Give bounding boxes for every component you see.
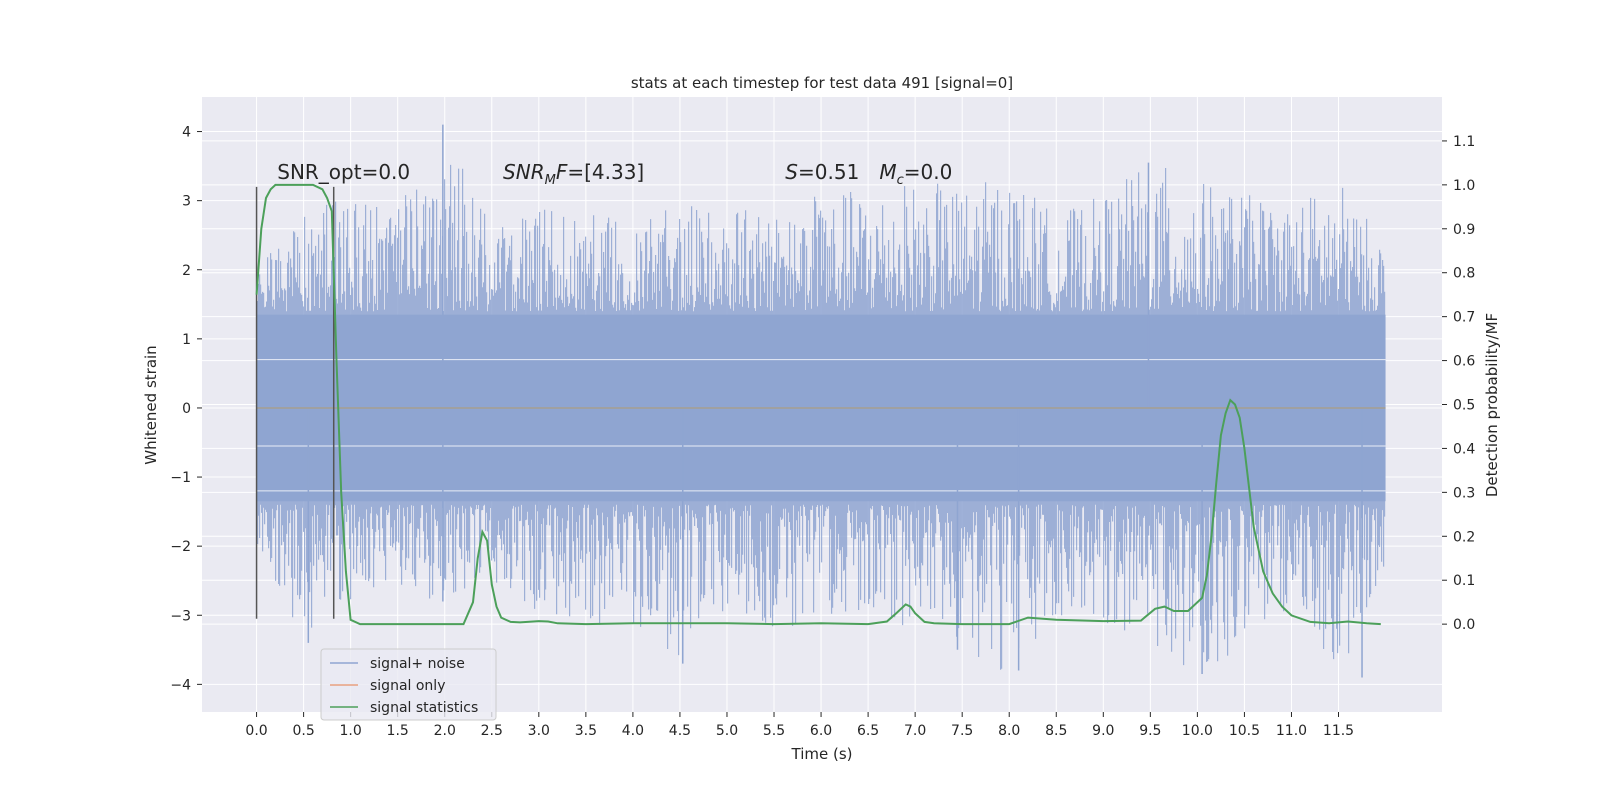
x-tick-label: 7.5 — [951, 723, 973, 739]
y-right-tick-label: 0.8 — [1453, 266, 1475, 282]
y-tick-label: 1 — [182, 332, 191, 348]
x-tick-label: 9.5 — [1139, 723, 1161, 739]
y-tick-label: −1 — [170, 470, 191, 486]
y-tick-label: 4 — [182, 125, 191, 141]
x-tick-label: 2.5 — [481, 723, 503, 739]
legend-label-signal-statistics: signal statistics — [370, 700, 478, 716]
x-tick-label: 1.0 — [340, 723, 362, 739]
legend-box — [320, 648, 497, 721]
annotation-s: S=0.51 — [785, 160, 859, 184]
y-right-axis-label: Detection probability/MF — [1483, 313, 1501, 497]
series-signal-statistics — [255, 183, 1381, 626]
x-tick-label: 5.5 — [763, 723, 785, 739]
x-tick-label: 2.0 — [434, 723, 456, 739]
y-right-tick-label: 1.1 — [1453, 134, 1475, 150]
x-tick-label: 3.0 — [528, 723, 550, 739]
y-right-tick-label: 0.4 — [1453, 441, 1475, 457]
annotation-snr-mf: SNRMF=[4.33] — [503, 160, 644, 188]
chart-title: stats at each timestep for test data 491… — [631, 74, 1013, 92]
x-tick-label: 0.0 — [245, 723, 267, 739]
y-right-tick-label: 0.3 — [1453, 485, 1475, 501]
annotation-mc: Mc=0.0 — [879, 160, 952, 188]
x-tick-label: 5.0 — [716, 723, 738, 739]
y-tick-label: −2 — [170, 539, 191, 555]
x-tick-label: 7.0 — [904, 723, 926, 739]
y-right-tick-label: 0.5 — [1453, 398, 1475, 414]
x-axis-label: Time (s) — [791, 745, 853, 763]
signal-statistics-line — [255, 183, 1381, 626]
y-right-tick-label: 0.2 — [1453, 529, 1475, 545]
legend: signal+ noise signal only signal statist… — [320, 648, 497, 721]
legend-label-signal-plus-noise: signal+ noise — [370, 656, 465, 672]
y-tick-label: −4 — [170, 677, 191, 693]
y-axis-label: Whitened strain — [142, 345, 160, 464]
legend-label-signal-only: signal only — [370, 678, 445, 694]
y-tick-label: 3 — [182, 194, 191, 210]
x-tick-label: 8.5 — [1045, 723, 1067, 739]
y-tick-label: 2 — [182, 263, 191, 279]
y-right-tick-label: 0.0 — [1453, 617, 1475, 633]
x-tick-label: 4.0 — [622, 723, 644, 739]
annotation-snr-opt: SNR_opt=0.0 — [277, 160, 410, 184]
x-tick-label: 4.5 — [669, 723, 691, 739]
x-tick-label: 6.5 — [857, 723, 879, 739]
x-tick-label: 3.5 — [575, 723, 597, 739]
y-right-tick-label: 0.7 — [1453, 310, 1475, 326]
x-tick-label: 11.5 — [1323, 723, 1354, 739]
y-tick-label: −3 — [170, 608, 191, 624]
x-tick-label: 8.0 — [998, 723, 1020, 739]
x-tick-label: 1.5 — [387, 723, 409, 739]
x-tick-label: 0.5 — [292, 723, 314, 739]
x-tick-label: 10.0 — [1182, 723, 1213, 739]
x-tick-label: 11.0 — [1276, 723, 1307, 739]
x-tick-label: 9.0 — [1092, 723, 1114, 739]
y-right-tick-label: 1.0 — [1453, 178, 1475, 194]
y-axis-ticks: −4 −3 −2 −1 0 1 2 3 4 — [170, 125, 202, 693]
x-tick-label: 10.5 — [1229, 723, 1260, 739]
y-tick-label: 0 — [182, 401, 191, 417]
x-axis-ticks: 0.0 0.5 1.0 1.5 2.0 2.5 3.0 3.5 4.0 4.5 5.0 5.5 6.0 6… — [245, 712, 1354, 739]
x-tick-label: 6.0 — [810, 723, 832, 739]
y-right-tick-label: 0.1 — [1453, 573, 1475, 589]
y-right-axis-ticks: 0.0 0.1 0.2 0.3 0.4 0.5 0.6 0.7 0.8 0.9 1.0 1.1 — [1442, 134, 1475, 633]
y-right-tick-label: 0.9 — [1453, 222, 1475, 238]
annotations: SNR_opt=0.0 SNRMF=[4.33] S=0.51 Mc=0.0 — [277, 160, 952, 188]
y-right-tick-label: 0.6 — [1453, 354, 1475, 370]
